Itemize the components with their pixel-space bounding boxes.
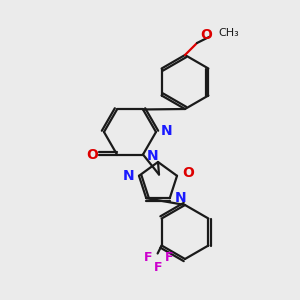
Text: N: N xyxy=(147,148,159,163)
Text: F: F xyxy=(154,261,163,274)
Text: F: F xyxy=(165,251,174,264)
Text: O: O xyxy=(86,148,98,161)
Text: CH₃: CH₃ xyxy=(218,28,239,38)
Text: F: F xyxy=(144,251,153,264)
Text: N: N xyxy=(122,169,134,183)
Text: N: N xyxy=(175,191,186,205)
Text: O: O xyxy=(200,28,212,42)
Text: O: O xyxy=(182,166,194,180)
Text: N: N xyxy=(161,124,172,138)
